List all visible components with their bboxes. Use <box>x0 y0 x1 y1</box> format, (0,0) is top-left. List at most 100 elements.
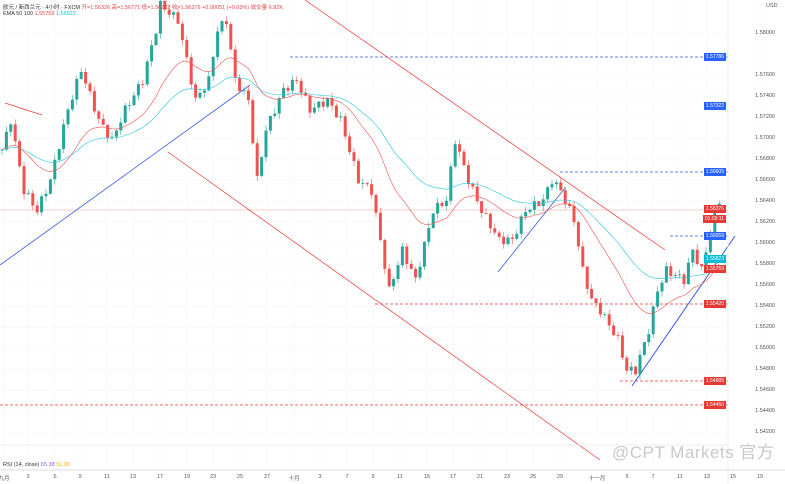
candle <box>123 105 127 123</box>
candle <box>409 263 413 269</box>
time-tick: 3 <box>26 474 30 480</box>
price-badge: 1.57786 <box>703 53 726 61</box>
price-badge: 1.54450 <box>703 401 726 409</box>
price-tick: 1.56600 <box>755 177 775 184</box>
candle <box>656 291 660 307</box>
candle <box>576 222 580 247</box>
candle <box>216 31 220 57</box>
candle <box>348 136 352 153</box>
candle <box>647 334 651 343</box>
price-tick: 1.57600 <box>755 72 775 78</box>
candle <box>128 105 132 106</box>
candle <box>141 84 145 85</box>
candle <box>532 201 536 210</box>
price-tick: 1.56800 <box>755 156 775 163</box>
candle <box>224 21 228 25</box>
candle <box>260 157 264 176</box>
ema-legend[interactable]: EMA 50 100 1.55759 1.55823 <box>3 11 76 17</box>
candle <box>119 122 123 131</box>
time-tick: 15 <box>729 474 737 480</box>
candle <box>431 213 435 229</box>
candle <box>590 288 594 299</box>
price-tick: 1.57200 <box>755 114 775 121</box>
candle <box>238 77 242 92</box>
candle <box>176 12 180 24</box>
candle <box>642 342 646 355</box>
candle <box>220 21 224 32</box>
price-tick: 1.54400 <box>755 408 775 415</box>
candle <box>290 79 294 91</box>
candle <box>700 263 704 267</box>
candle <box>471 184 475 187</box>
candle <box>233 49 237 78</box>
candle <box>475 186 479 202</box>
candle <box>554 182 558 185</box>
time-tick: 13 <box>129 474 137 480</box>
price-tick: 1.54600 <box>755 387 775 394</box>
candle <box>207 76 211 91</box>
change-value: +0.00051 (+0.03%) <box>202 5 250 11</box>
candle <box>172 12 176 15</box>
price-tick: 1.56400 <box>755 198 775 205</box>
time-tick: 17 <box>449 474 457 480</box>
candle <box>361 183 365 184</box>
candle <box>84 71 88 84</box>
trendline-down <box>4 102 43 116</box>
candle <box>414 268 418 278</box>
time-tick: 17 <box>156 474 164 480</box>
candle <box>383 239 387 269</box>
candle <box>497 232 501 237</box>
candle <box>572 206 576 223</box>
trendline-up <box>0 84 251 266</box>
candle <box>18 141 22 167</box>
candle <box>202 90 206 93</box>
candle <box>31 193 35 206</box>
candle <box>194 84 198 98</box>
candle <box>330 97 334 106</box>
time-tick: 25 <box>529 474 537 480</box>
candle <box>150 45 154 62</box>
price-badge: 1.55759 <box>703 265 726 273</box>
candle <box>22 166 26 195</box>
candle <box>458 144 462 152</box>
candle <box>48 179 52 194</box>
rsi-legend[interactable]: RSI (14, close) 65.38 51.00 <box>3 462 70 468</box>
candle <box>9 124 13 132</box>
time-tick: 27 <box>263 474 271 480</box>
candle <box>427 228 431 242</box>
ema50-value: 1.55759 <box>34 11 55 17</box>
price-badge: 01:05:11 <box>702 215 726 223</box>
candle <box>453 144 457 167</box>
candle <box>708 232 712 253</box>
time-tick: 19 <box>183 474 191 480</box>
price-badge: 1.55420 <box>703 300 726 308</box>
candle <box>537 201 541 207</box>
candle <box>352 152 356 161</box>
close-value: 收=1.56376 <box>171 5 201 11</box>
candle <box>198 92 202 98</box>
price-tick: 1.54200 <box>755 429 775 436</box>
watermark: @CPT Markets 官方 <box>612 443 775 462</box>
candle <box>396 265 400 280</box>
candle <box>629 366 633 371</box>
price-tick: 1.54800 <box>755 366 775 373</box>
candle <box>180 23 184 41</box>
candle <box>673 274 677 276</box>
candle <box>370 184 374 195</box>
ema100-line <box>1 76 720 279</box>
open-value: 开=1.56326 <box>81 5 111 11</box>
time-tick: 11 <box>397 474 403 480</box>
candle <box>114 130 118 137</box>
candle <box>625 357 629 371</box>
candle <box>136 84 140 96</box>
candle <box>44 193 48 197</box>
candle <box>277 98 281 114</box>
candle <box>229 24 233 50</box>
candle <box>132 95 136 106</box>
price-tick: 1.55800 <box>755 261 775 268</box>
candle <box>185 40 189 58</box>
candle <box>528 209 532 213</box>
candle <box>436 202 440 214</box>
